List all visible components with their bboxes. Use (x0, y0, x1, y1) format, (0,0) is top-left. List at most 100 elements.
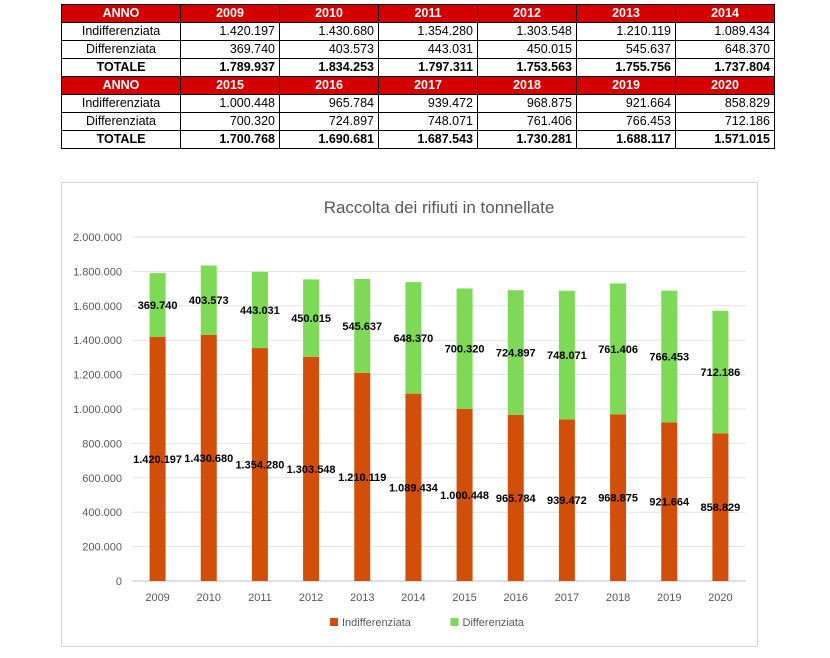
table-cell: 939.472 (378, 94, 478, 113)
table-header-year: 2011 (378, 4, 478, 23)
y-tick-label: 0 (116, 576, 122, 588)
bar-differenziata (149, 273, 166, 337)
table-cell: 545.637 (576, 40, 676, 59)
table-total-cell: 1.755.756 (576, 58, 676, 77)
data-table: ANNO 2009 2010 2011 2012 2013 2014 Indifferenzi… (61, 4, 775, 149)
bar-differenziata (507, 290, 524, 415)
table-cell: 443.031 (378, 40, 478, 59)
table-header-label: ANNO (61, 4, 181, 23)
y-tick-label: 600.000 (82, 473, 122, 485)
legend-swatch (450, 618, 459, 626)
table-total-cell: 1.730.281 (477, 130, 577, 149)
bar-differenziata (200, 265, 217, 335)
bar-indifferenziata (507, 414, 524, 581)
table-total-cell: 1.700.768 (180, 130, 280, 149)
data-label: 968.875 (598, 493, 638, 505)
y-tick-label: 1.400.000 (73, 335, 122, 347)
bar-differenziata (251, 271, 268, 349)
table-row: Differenziata 700.320 724.897 748.071 761.40… (61, 112, 775, 131)
data-label: 700.320 (445, 344, 485, 356)
data-label: 965.784 (496, 493, 537, 505)
table-header-year: 2014 (675, 4, 775, 23)
bar-indifferenziata (149, 336, 166, 581)
data-label: 724.897 (496, 348, 536, 360)
bar-indifferenziata (405, 393, 422, 581)
data-label: 443.031 (240, 305, 280, 317)
y-tick-label: 400.000 (82, 507, 122, 519)
chart-svg: Raccolta dei rifiuti in tonnellate 0 200.0… (73, 198, 746, 629)
table-total-label: TOTALE (61, 130, 181, 149)
y-tick-label: 800.000 (82, 438, 122, 450)
table-cell: 1.420.197 (180, 22, 280, 41)
chart-title: Raccolta dei rifiuti in tonnellate (324, 198, 555, 217)
bar-differenziata (405, 282, 422, 394)
data-label: 921.664 (649, 497, 690, 509)
data-label: 766.453 (649, 352, 689, 364)
table-header-year: 2009 (180, 4, 280, 23)
table-total-cell: 1.834.253 (279, 58, 379, 77)
x-tick-label: 2012 (299, 592, 323, 604)
y-tick-label: 1.800.000 (73, 266, 122, 278)
data-label: 1.089.434 (389, 482, 439, 494)
x-tick-label: 2013 (350, 592, 374, 604)
table-header-row: ANNO 2009 2010 2011 2012 2013 2014 (61, 4, 775, 23)
bar-differenziata (558, 290, 575, 420)
bar-differenziata (610, 283, 627, 415)
data-label: 748.071 (547, 350, 587, 362)
data-label: 858.829 (701, 502, 741, 514)
table-cell: 761.406 (477, 112, 577, 131)
x-tick-label: 2020 (708, 592, 732, 604)
data-label: 761.406 (598, 344, 638, 356)
table-total-cell: 1.688.117 (576, 130, 676, 149)
x-tick-label: 2010 (197, 592, 221, 604)
data-label: 939.472 (547, 495, 587, 507)
bar-differenziata (456, 288, 473, 409)
table-cell: 1.089.434 (675, 22, 775, 41)
table-total-cell: 1.789.937 (180, 58, 280, 77)
y-tick-label: 1.000.000 (73, 404, 122, 416)
bar-indifferenziata (200, 334, 217, 581)
table-header-year: 2020 (675, 76, 775, 95)
table-total-row: TOTALE 1.789.937 1.834.253 1.797.311 1.753.5… (61, 58, 775, 77)
table-cell: 1.210.119 (576, 22, 676, 41)
x-tick-label: 2019 (657, 592, 681, 604)
data-label: 1.303.548 (287, 464, 336, 476)
table-cell: 965.784 (279, 94, 379, 113)
table-cell: 1.000.448 (180, 94, 280, 113)
data-label: 450.015 (291, 313, 331, 325)
x-tick-label: 2011 (248, 592, 272, 604)
data-label: 1.354.280 (235, 460, 284, 472)
data-label: 1.210.119 (338, 472, 386, 484)
table-cell: 712.186 (675, 112, 775, 131)
table-cell: 1.430.680 (279, 22, 379, 41)
x-tick-label: 2017 (555, 592, 579, 604)
table-header-year: 2017 (378, 76, 478, 95)
legend-label: Indifferenziata (342, 617, 412, 629)
bar-differenziata (303, 279, 320, 357)
table-cell: 403.573 (279, 40, 379, 59)
table-row-label: Indifferenziata (61, 94, 181, 113)
table-header-label: ANNO (61, 76, 181, 95)
table-row: Indifferenziata 1.000.448 965.784 939.472 96… (61, 94, 775, 113)
table-header-row: ANNO 2015 2016 2017 2018 2019 2020 (61, 76, 775, 95)
table-row-label: Indifferenziata (61, 22, 181, 41)
bar-indifferenziata (456, 408, 473, 581)
data-label: 1.430.680 (184, 453, 233, 465)
table-header-year: 2010 (279, 4, 379, 23)
table-cell: 1.354.280 (378, 22, 478, 41)
table-header-year: 2016 (279, 76, 379, 95)
table-total-cell: 1.571.015 (675, 130, 775, 149)
table-cell: 648.370 (675, 40, 775, 59)
bar-indifferenziata (712, 433, 729, 581)
table-row-label: Differenziata (61, 112, 181, 131)
data-label: 403.573 (189, 295, 229, 307)
data-label: 712.186 (701, 367, 741, 379)
bar-indifferenziata (303, 356, 320, 581)
table-total-cell: 1.797.311 (378, 58, 478, 77)
table-header-year: 2015 (180, 76, 280, 95)
y-tick-label: 200.000 (82, 542, 122, 554)
data-label: 1.420.197 (133, 454, 182, 466)
table-cell: 700.320 (180, 112, 280, 131)
table-cell: 1.303.548 (477, 22, 577, 41)
legend-swatch (330, 618, 338, 626)
